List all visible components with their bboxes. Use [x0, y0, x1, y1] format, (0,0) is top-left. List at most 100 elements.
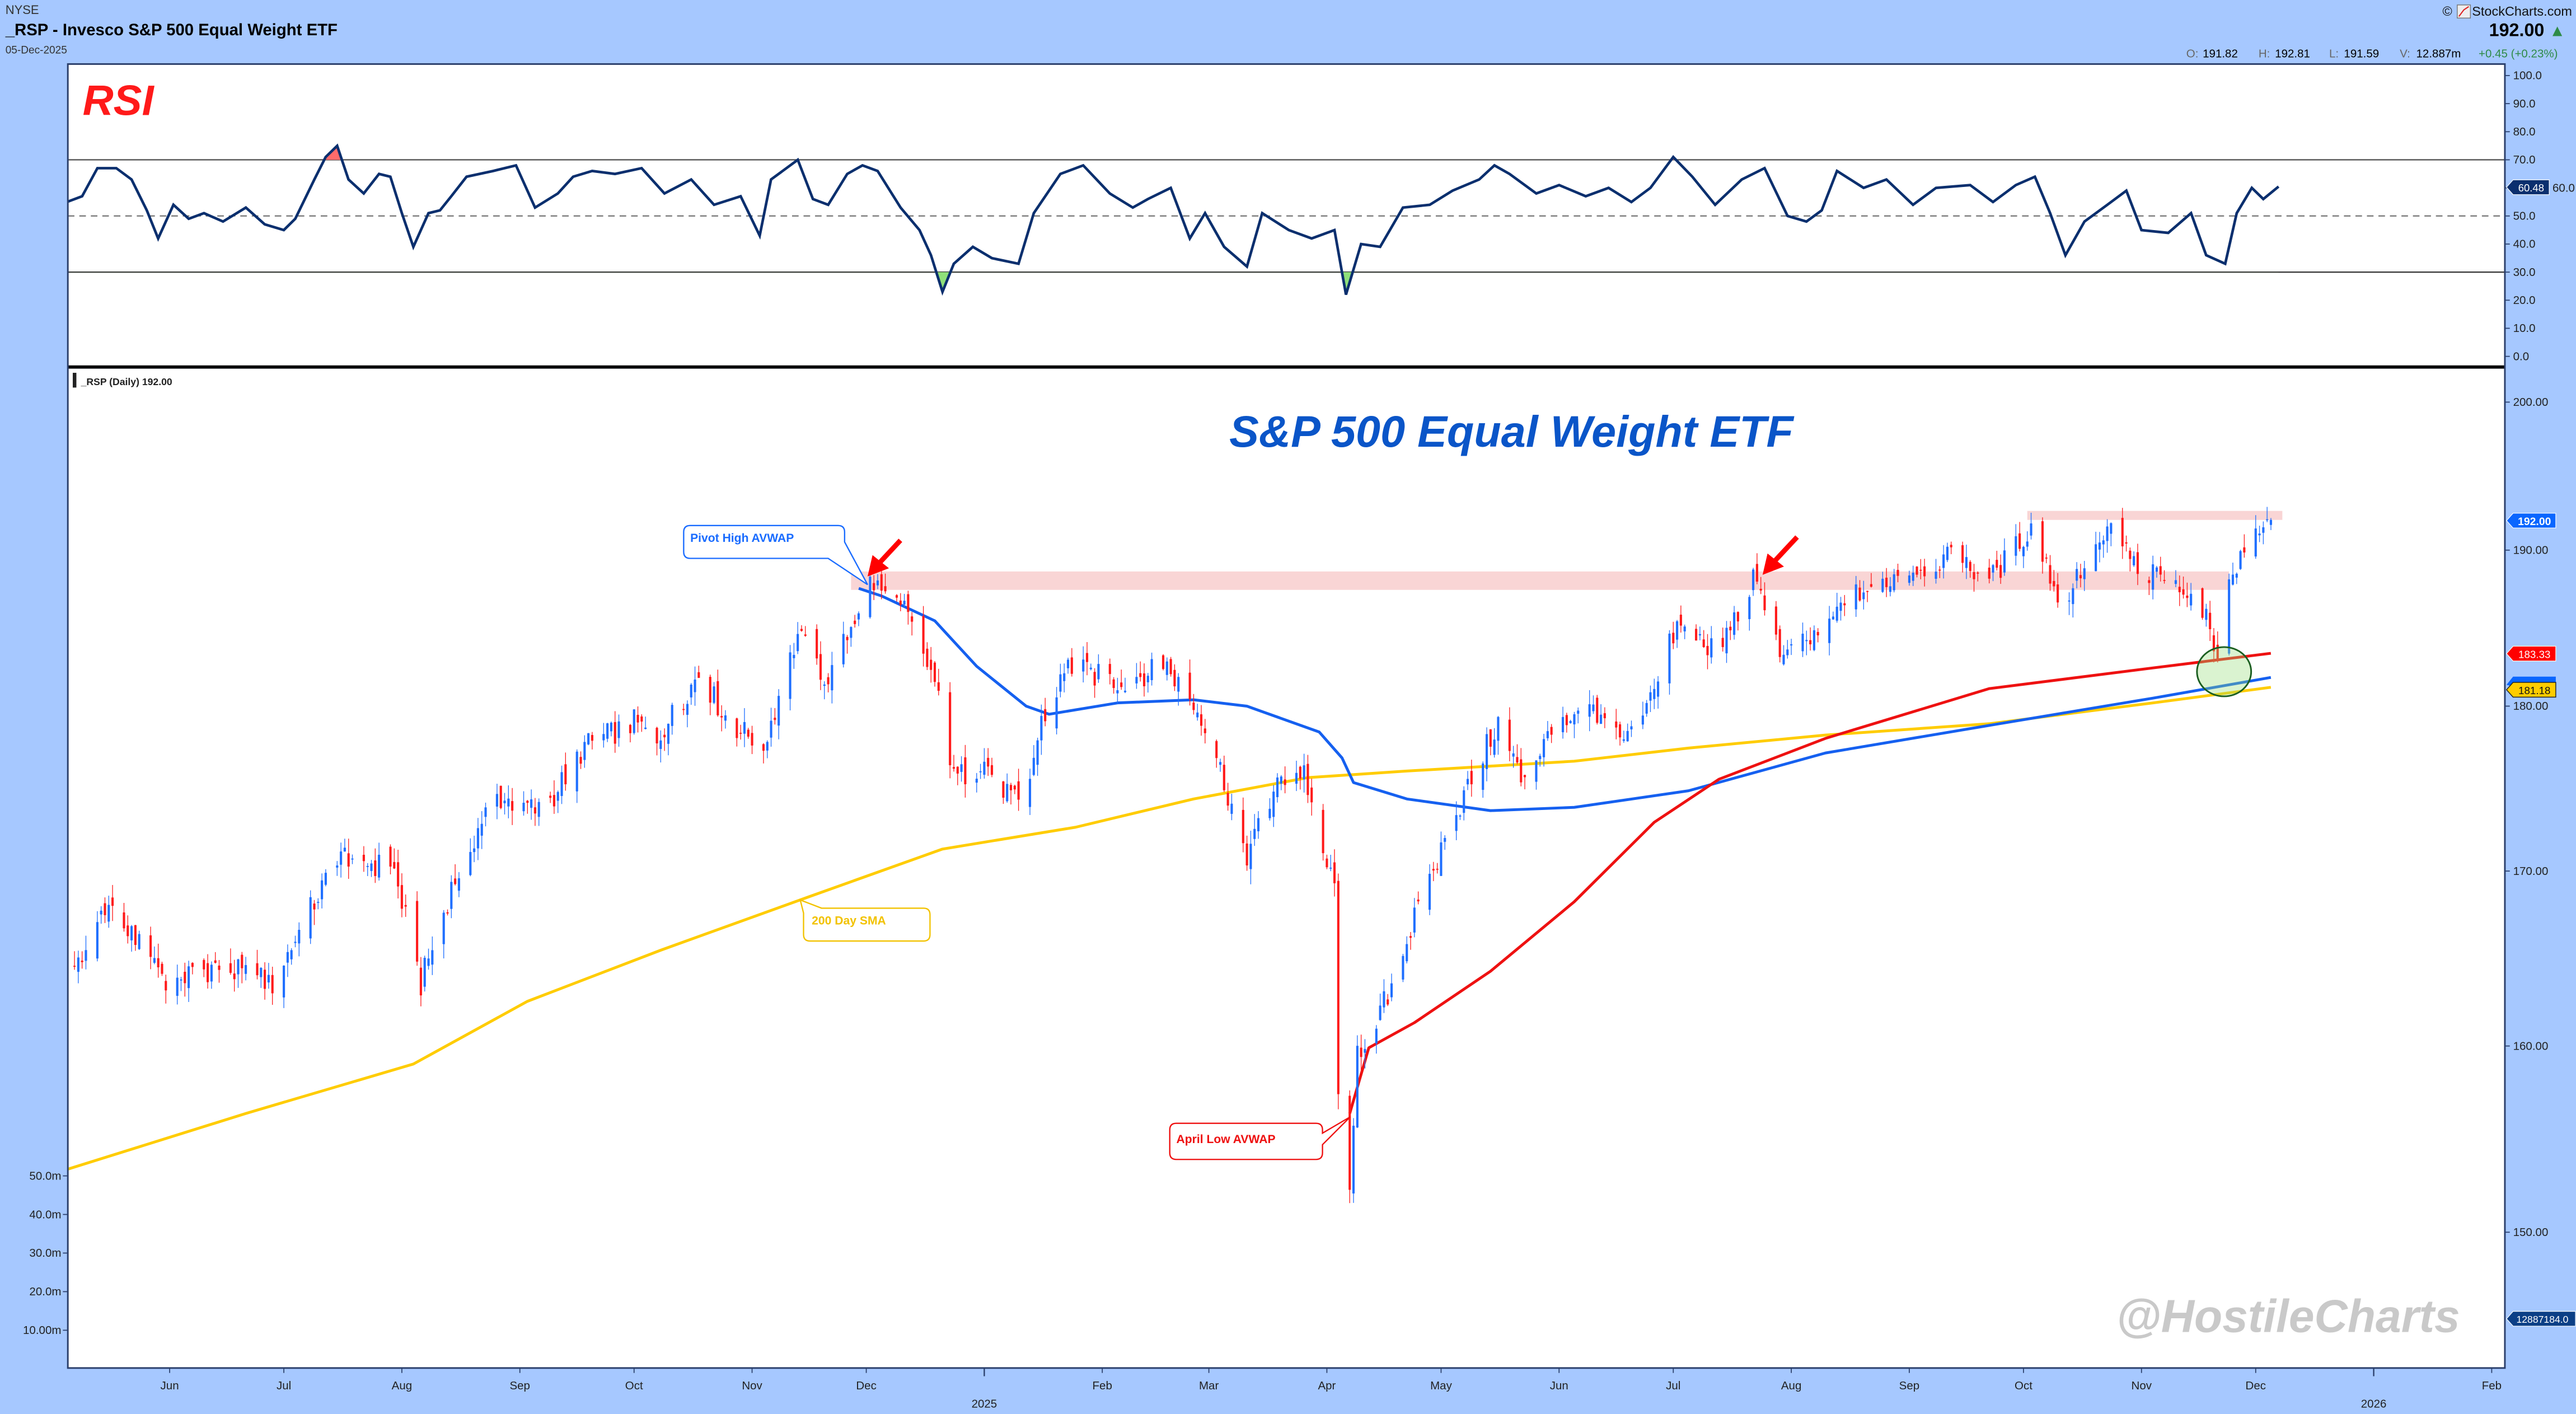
candle — [591, 732, 593, 750]
candle — [552, 780, 555, 814]
candle — [1326, 854, 1328, 869]
candle — [1161, 654, 1165, 671]
svg-text:181.18: 181.18 — [2518, 685, 2550, 696]
candle — [1482, 761, 1484, 798]
candle — [1885, 568, 1888, 597]
candle — [587, 733, 590, 746]
candle — [1242, 797, 1244, 853]
candle — [1725, 621, 1728, 663]
candle — [245, 957, 247, 981]
candle — [1089, 663, 1092, 671]
rsi-title: RSI — [83, 77, 155, 124]
sma-200-line — [68, 686, 2271, 1171]
candle — [2182, 577, 2185, 599]
candle — [911, 612, 914, 636]
rsi-tick-label: 0.0 — [2513, 350, 2530, 363]
year-label: 2025 — [972, 1397, 997, 1410]
candle — [1592, 695, 1595, 714]
candle — [1786, 640, 1789, 659]
candle — [1854, 575, 1857, 617]
candle — [2148, 577, 2151, 595]
copyright-symbol: © — [2442, 4, 2452, 18]
candle — [2053, 570, 2055, 592]
candle — [1893, 569, 1895, 593]
rsi-axis: 100.0 90.0 80.0 70.0 60.0 50.0 40.0 30.0 20.0 10.… — [2504, 69, 2575, 363]
candle — [2049, 555, 2052, 591]
candle — [1493, 728, 1496, 758]
month-label: Dec — [2246, 1379, 2266, 1392]
candle — [1969, 560, 1971, 578]
candle — [1816, 628, 1819, 643]
candle — [633, 709, 635, 735]
candle — [1192, 694, 1195, 715]
candle — [1668, 630, 1671, 695]
month-label: Nov — [2132, 1379, 2152, 1392]
candle — [2003, 538, 2006, 576]
volume-label: V: — [2400, 48, 2410, 60]
candle — [1603, 707, 1606, 728]
candle — [1215, 739, 1218, 768]
candle — [1835, 592, 1838, 623]
candle — [2030, 512, 2032, 540]
month-label: Jul — [1666, 1379, 1680, 1392]
candle — [2163, 570, 2166, 584]
candle — [937, 668, 940, 696]
candle — [1710, 626, 1713, 664]
candle — [2133, 551, 2135, 567]
pivot-high-avwap-callout: Pivot High AVWAP — [683, 525, 868, 586]
candle — [366, 863, 369, 877]
candle — [476, 818, 479, 860]
candle — [2018, 522, 2021, 552]
stockcharts-brand[interactable]: StockCharts.com — [2472, 4, 2572, 18]
month-label: Sep — [1899, 1379, 1920, 1392]
candle — [1329, 854, 1332, 872]
candle — [1977, 571, 1979, 582]
candle — [857, 611, 860, 626]
candle — [789, 645, 791, 711]
candle — [1812, 625, 1815, 652]
candle — [1093, 668, 1096, 698]
candle — [343, 839, 346, 852]
candle — [1809, 627, 1812, 651]
candle — [1276, 773, 1279, 803]
candle — [1999, 554, 2002, 584]
candle — [1303, 753, 1305, 793]
candle — [1082, 646, 1085, 683]
candle — [1063, 663, 1066, 692]
candle — [256, 949, 259, 980]
candle — [1272, 785, 1275, 827]
chart-date: 05-Dec-2025 — [6, 44, 67, 56]
candle — [207, 954, 209, 989]
candle — [1539, 753, 1542, 767]
candle — [922, 606, 925, 667]
candle — [351, 854, 354, 864]
candle — [1729, 621, 1732, 640]
candle — [1946, 542, 1949, 563]
candle — [457, 872, 460, 897]
candle — [987, 748, 990, 776]
candle — [797, 622, 799, 654]
candle — [233, 959, 236, 992]
candle — [2102, 535, 2105, 558]
candle — [1459, 814, 1462, 820]
candle — [1755, 553, 1758, 584]
low-label: L: — [2329, 48, 2339, 60]
candle — [842, 621, 845, 668]
candle — [1219, 758, 1222, 772]
candle — [1508, 707, 1511, 761]
candle — [324, 869, 327, 887]
resistance-zone — [851, 571, 2230, 590]
candle — [1486, 727, 1488, 781]
candle — [446, 909, 449, 916]
candle — [184, 962, 186, 997]
candle — [127, 915, 129, 944]
candle — [655, 727, 658, 756]
candle — [1440, 831, 1442, 877]
candle — [1390, 973, 1393, 1001]
candle — [1139, 661, 1142, 682]
candle — [522, 791, 525, 816]
candle — [1596, 695, 1599, 725]
candle — [1150, 652, 1153, 686]
candle — [770, 708, 772, 747]
candle — [1524, 774, 1526, 790]
